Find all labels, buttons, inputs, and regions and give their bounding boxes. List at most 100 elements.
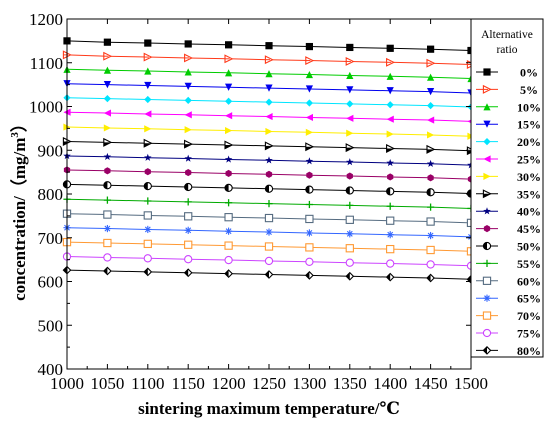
data-point-15pct (427, 88, 435, 96)
legend-swatch-marker (482, 276, 492, 285)
data-point-25pct (225, 112, 233, 120)
data-point-30pct (103, 124, 111, 132)
data-point-70pct (345, 244, 354, 253)
y-axis-title-superscript: 3 (9, 132, 21, 138)
data-point-30pct (305, 128, 313, 136)
data-point-30pct (346, 129, 354, 137)
data-point-75pct (264, 256, 274, 266)
data-point-70pct (103, 238, 112, 248)
data-point-15pct (305, 85, 313, 93)
legend-label: 5% (520, 83, 538, 97)
data-point-45pct (387, 173, 394, 181)
data-point-80pct (345, 271, 355, 281)
legend-swatch-marker (482, 328, 492, 338)
legend-label: 55% (517, 257, 541, 271)
legend-swatch-marker (482, 311, 492, 320)
data-point-5pct (305, 56, 315, 66)
legend-swatch-marker (483, 172, 491, 180)
x-tick-label: 1500 (454, 374, 488, 393)
legend-swatch-marker (483, 155, 491, 163)
x-tick-label: 1150 (172, 374, 205, 393)
legend-swatch-marker (482, 189, 492, 199)
legend-item-75pct: 75% (476, 327, 541, 341)
y-tick-label: 900 (38, 141, 64, 160)
legend-label: 10% (517, 100, 541, 114)
data-point-60pct (103, 210, 112, 219)
data-point-35pct (386, 144, 396, 153)
legend-item-50pct: 50% (476, 240, 541, 254)
legend-item-40pct: 40% (476, 205, 541, 219)
data-point-55pct (427, 203, 435, 211)
data-point-35pct (345, 143, 355, 153)
data-point-70pct (264, 242, 274, 251)
data-point-45pct (265, 170, 273, 178)
data-point-25pct (144, 110, 152, 118)
x-tick-label: 1050 (90, 374, 124, 393)
x-axis-title: sintering maximum temperature/℃ (138, 399, 400, 418)
legend-swatch-marker (482, 241, 492, 251)
data-point-40pct (224, 155, 233, 163)
data-point-40pct (144, 153, 152, 161)
legend-item-20pct: 20% (476, 135, 541, 149)
data-point-65pct (305, 229, 313, 237)
data-point-15pct (144, 81, 152, 90)
data-point-40pct (265, 156, 273, 164)
data-point-45pct (104, 167, 111, 175)
data-point-75pct (386, 259, 395, 268)
legend-label: 80% (517, 344, 541, 358)
data-point-0pct (386, 44, 394, 52)
data-point-20pct (427, 102, 435, 110)
data-point-25pct (265, 112, 273, 121)
data-point-65pct (346, 230, 354, 238)
data-point-75pct (184, 255, 193, 264)
data-point-30pct (225, 126, 233, 135)
data-point-0pct (305, 42, 313, 51)
x-tick-label: 1200 (212, 374, 246, 393)
legend-item-5pct: 5% (476, 83, 538, 97)
legend-label: 0% (520, 66, 538, 80)
data-point-30pct (265, 127, 273, 136)
data-point-80pct (305, 270, 314, 280)
data-point-50pct (264, 184, 274, 193)
legend-item-55pct: 55% (476, 257, 541, 271)
data-point-15pct (225, 83, 233, 91)
x-tick-label: 1350 (333, 374, 367, 393)
legend-item-70pct: 70% (476, 309, 541, 323)
data-point-25pct (103, 109, 111, 117)
data-point-45pct (346, 172, 353, 180)
legend-item-0pct: 0% (476, 66, 538, 80)
legend-item-10pct: 10% (476, 100, 541, 114)
data-point-45pct (225, 169, 232, 178)
data-point-75pct (305, 257, 314, 266)
data-point-55pct (103, 196, 111, 204)
data-point-50pct (426, 188, 435, 197)
data-point-5pct (426, 58, 436, 68)
data-point-50pct (184, 182, 193, 192)
data-point-50pct (345, 186, 354, 195)
data-point-55pct (144, 197, 152, 205)
legend-label: 75% (517, 327, 541, 341)
data-point-55pct (225, 199, 233, 207)
data-point-70pct (143, 239, 152, 249)
legend-swatch-marker (483, 259, 491, 267)
data-point-65pct (265, 228, 273, 236)
legend-label: 60% (517, 274, 541, 288)
data-point-20pct (346, 100, 354, 108)
data-point-10pct (103, 66, 111, 74)
y-tick-label: 400 (38, 360, 64, 379)
data-point-80pct (143, 267, 153, 277)
legend-item-35pct: 35% (476, 187, 541, 201)
data-point-30pct (184, 126, 192, 134)
data-point-0pct (184, 40, 192, 48)
data-point-0pct (427, 45, 435, 53)
data-point-65pct (103, 224, 111, 233)
data-point-25pct (305, 113, 313, 122)
data-point-60pct (426, 217, 435, 226)
data-point-15pct (386, 87, 394, 95)
data-point-80pct (264, 270, 274, 279)
y-axis: 400 500 600 700 800 900 1000 1100 1200 (29, 10, 471, 379)
legend-label: 30% (517, 170, 541, 184)
legend-title-line-2: ratio (496, 44, 517, 56)
data-point-15pct (346, 86, 354, 94)
legend-label: 25% (517, 153, 541, 167)
